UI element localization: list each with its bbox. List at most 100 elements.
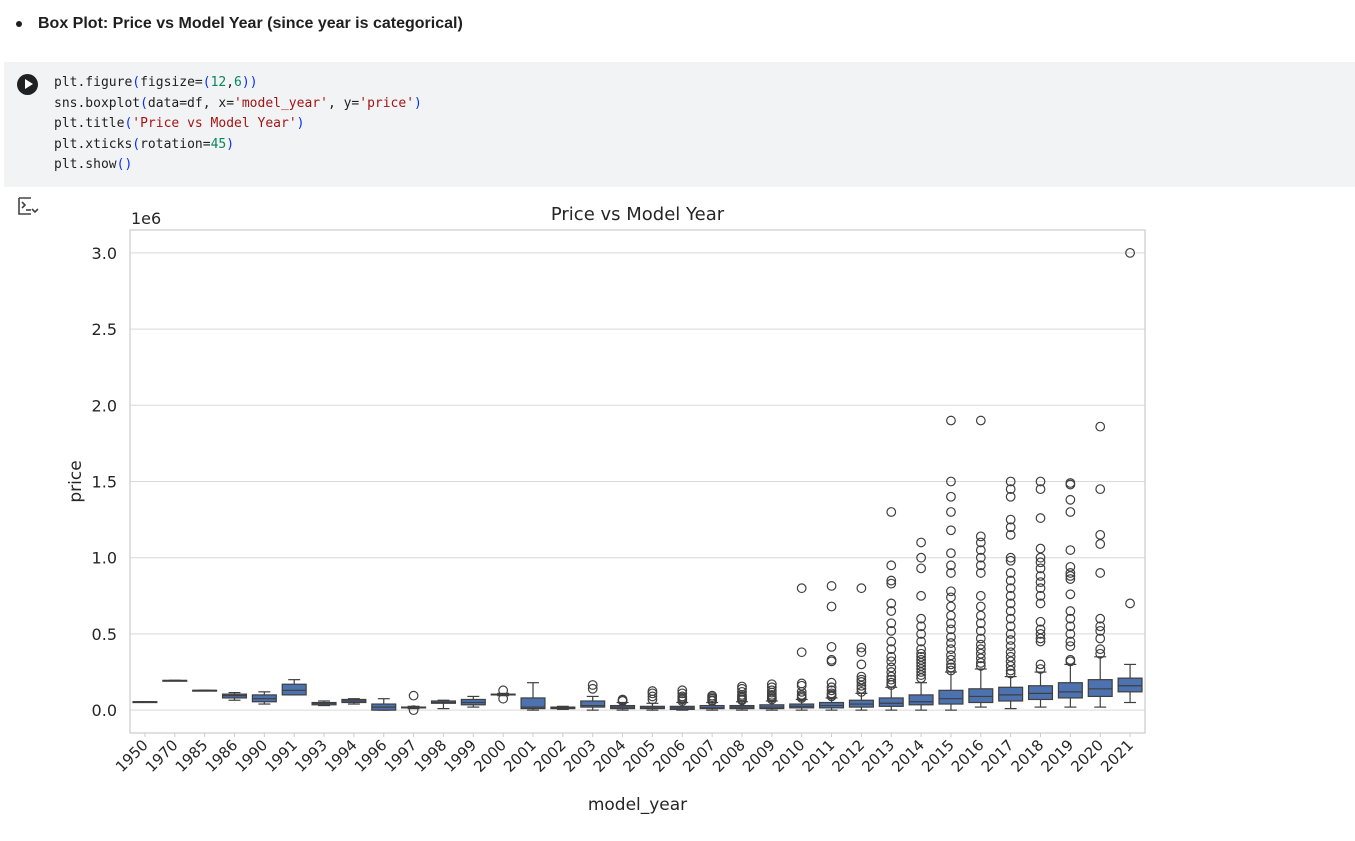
outlier-point xyxy=(1035,633,1046,644)
outlier-point xyxy=(1035,557,1046,568)
outlier-point xyxy=(975,661,986,671)
outlier-point xyxy=(796,647,807,658)
outlier-point xyxy=(856,677,867,687)
outlier-point xyxy=(916,563,927,574)
code-line: plt.xticks(rotation=45) xyxy=(54,136,235,152)
outlier-point xyxy=(1095,568,1106,578)
code-editor[interactable]: plt.figure(figsize=(12,6)) sns.boxplot(d… xyxy=(54,73,422,176)
outlier-point xyxy=(975,601,986,612)
outlier-point xyxy=(886,625,897,636)
outlier-point xyxy=(647,691,658,702)
outlier-point xyxy=(826,685,837,696)
outlier-point xyxy=(1065,568,1076,578)
box xyxy=(1087,679,1113,698)
box xyxy=(1117,677,1143,693)
x-tick-label: 1993 xyxy=(291,736,331,776)
outlier-point xyxy=(916,552,927,563)
x-tick-label: 2000 xyxy=(470,736,510,776)
outlier-point xyxy=(946,568,956,578)
outlier-point xyxy=(796,583,807,594)
y-axis-label: price xyxy=(66,460,86,502)
outlier-point xyxy=(886,507,897,517)
y-tick-label: 2.0 xyxy=(92,396,117,415)
y-offset-label: 1e6 xyxy=(131,209,161,228)
outlier-point xyxy=(1005,661,1016,671)
outlier-point xyxy=(1005,484,1016,495)
outlier-point xyxy=(886,598,897,609)
box xyxy=(908,694,934,706)
outlier-point xyxy=(856,647,867,658)
outlier-point xyxy=(1125,247,1135,258)
code-line: plt.figure(figsize=(12,6)) xyxy=(54,75,258,90)
outlier-point xyxy=(946,560,956,571)
outlier-point xyxy=(1065,656,1076,667)
outlier-point xyxy=(1005,555,1016,566)
outlier-point xyxy=(946,644,956,655)
x-tick-label: 2005 xyxy=(620,736,660,776)
outlier-point xyxy=(647,694,658,705)
outlier-point xyxy=(975,531,986,542)
outlier-point xyxy=(1065,574,1076,584)
outlier-point xyxy=(826,656,837,667)
box xyxy=(998,686,1024,702)
outlier-point xyxy=(1005,613,1016,624)
outlier-point xyxy=(856,659,867,670)
outlier-point xyxy=(1065,613,1076,624)
outlier-point xyxy=(946,525,956,536)
outlier-point xyxy=(946,601,956,612)
x-tick-label: 1991 xyxy=(261,736,301,776)
x-tick-label: 2008 xyxy=(709,736,749,776)
outlier-point xyxy=(1005,529,1016,540)
outlier-point xyxy=(886,636,897,647)
y-tick-label: 2.5 xyxy=(92,320,117,339)
outlier-point xyxy=(1005,514,1016,525)
x-tick-label: 2015 xyxy=(918,736,958,776)
y-tick-label: 1.5 xyxy=(92,473,117,492)
outlier-point xyxy=(856,642,867,653)
x-tick-label: 2012 xyxy=(828,736,868,776)
outlier-point xyxy=(886,618,897,629)
outlier-point xyxy=(975,590,986,601)
outlier-point xyxy=(826,581,837,591)
outlier-point xyxy=(856,680,867,691)
outlier-point xyxy=(916,621,927,632)
outlier-point xyxy=(1035,484,1046,495)
outlier-point xyxy=(707,696,718,706)
outlier-point xyxy=(1065,606,1076,616)
boxplot-chart: 0.0 0.5 1.0 1.5 2.0 2.5 3.0 1e6 Price vs Model Y… xyxy=(66,204,1146,815)
outlier-point xyxy=(916,644,927,655)
outlier-point xyxy=(1095,539,1106,549)
outlier-point xyxy=(1005,598,1016,609)
code-line: plt.title('Price vs Model Year') xyxy=(54,116,305,132)
outlier-point xyxy=(975,610,986,621)
outlier-point xyxy=(1035,571,1046,581)
outlier-point xyxy=(886,674,897,685)
outlier-point xyxy=(617,696,628,706)
outlier-point xyxy=(1065,571,1076,581)
x-tick-label: 2018 xyxy=(1008,736,1048,776)
outlier-point xyxy=(975,415,986,426)
outlier-point xyxy=(1065,589,1076,600)
outlier-point xyxy=(1065,507,1076,517)
outlier-point xyxy=(1095,421,1106,432)
outlier-point xyxy=(1095,625,1106,636)
plot-frame xyxy=(129,229,1146,734)
y-tick-label: 3.0 xyxy=(92,244,117,263)
code-cell[interactable]: plt.figure(figsize=(12,6)) sns.boxplot(d… xyxy=(4,62,1355,187)
outlier-point xyxy=(1005,491,1016,502)
outlier-point xyxy=(826,677,837,688)
outlier-point xyxy=(856,583,867,594)
x-tick-label: 1994 xyxy=(321,736,361,776)
bullet-item: Box Plot: Price vs Model Year (since yea… xyxy=(16,15,463,33)
x-tick-label: 2013 xyxy=(858,736,898,776)
outlier-point xyxy=(886,606,897,616)
outlier-point xyxy=(1005,590,1016,601)
output-toggle-icon[interactable] xyxy=(15,195,39,217)
play-icon[interactable] xyxy=(17,74,38,95)
x-tick-label: 1985 xyxy=(172,736,212,776)
outlier-point xyxy=(408,690,419,701)
outlier-point xyxy=(916,590,927,601)
outlier-point xyxy=(886,680,897,690)
outlier-point xyxy=(1035,664,1046,674)
outlier-point xyxy=(587,680,598,690)
